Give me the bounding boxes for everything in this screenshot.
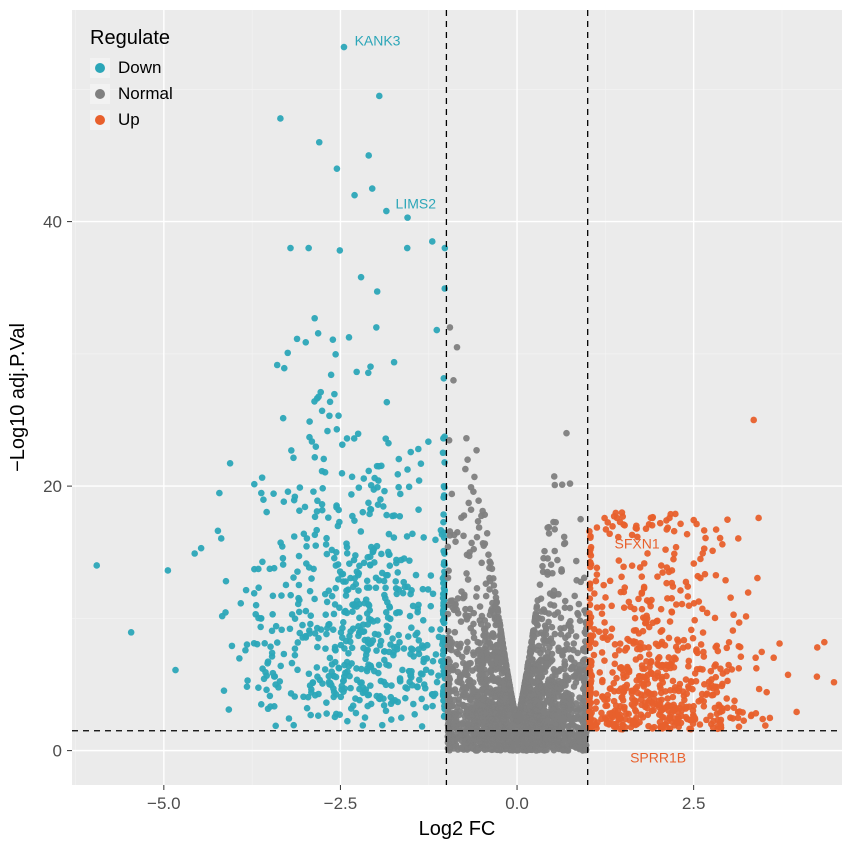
svg-text:−Log10 adj.P.Val: −Log10 adj.P.Val xyxy=(7,323,29,472)
svg-text:20: 20 xyxy=(43,477,62,496)
svg-text:LIMS2: LIMS2 xyxy=(396,195,437,211)
svg-text:Normal: Normal xyxy=(118,84,173,103)
svg-text:Up: Up xyxy=(118,110,140,129)
chart-svg: −5.0 −2.5 0.0 2.5 0 20 40 Log2 FC −Log10 adj.P.V… xyxy=(0,0,853,855)
svg-text:−5.0: −5.0 xyxy=(147,794,181,813)
svg-text:0.0: 0.0 xyxy=(505,794,529,813)
svg-text:SFXN1: SFXN1 xyxy=(615,535,660,551)
svg-text:Log2 FC: Log2 FC xyxy=(419,818,496,840)
svg-text:Down: Down xyxy=(118,58,161,77)
svg-text:40: 40 xyxy=(43,213,62,232)
svg-text:2.5: 2.5 xyxy=(682,794,706,813)
volcano-plot: −5.0 −2.5 0.0 2.5 0 20 40 Log2 FC −Log10 adj.P.V… xyxy=(0,0,853,855)
svg-text:KANK3: KANK3 xyxy=(355,33,401,49)
svg-text:Regulate: Regulate xyxy=(90,27,170,49)
svg-text:SPRR1B: SPRR1B xyxy=(630,750,686,766)
svg-text:−2.5: −2.5 xyxy=(324,794,358,813)
svg-text:0: 0 xyxy=(53,742,62,761)
